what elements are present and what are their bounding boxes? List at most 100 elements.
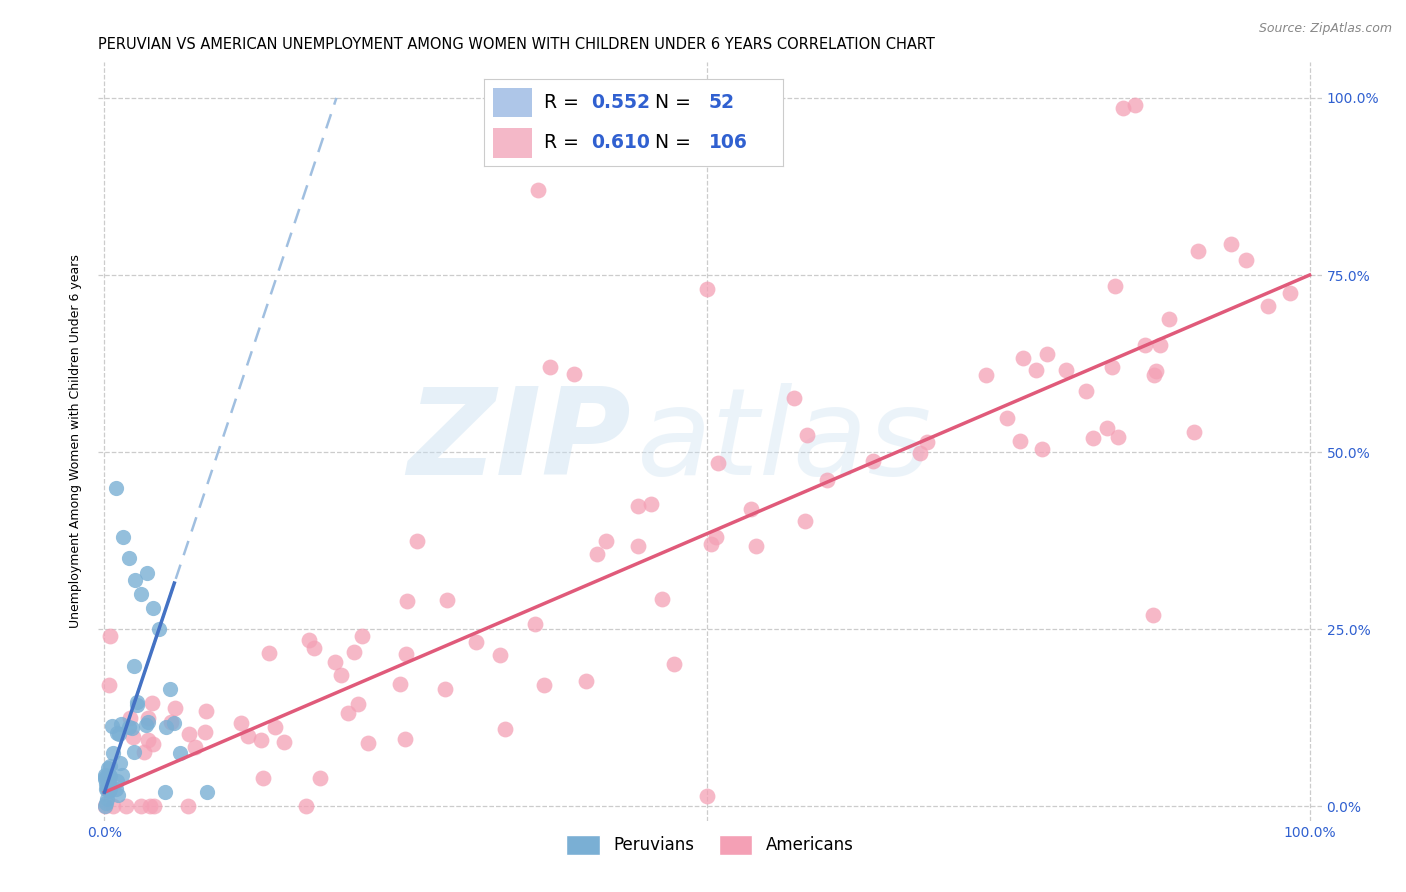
Point: [273, 735, 295, 749]
Point: [134, 745, 156, 759]
Point: [1025, 363, 1047, 377]
Point: [155, 720, 177, 734]
Point: [783, 391, 806, 405]
Point: [707, 456, 730, 470]
Point: [263, 720, 285, 734]
Point: [105, 481, 128, 495]
Point: [659, 147, 682, 161]
Point: [704, 530, 727, 544]
Point: [1031, 442, 1053, 456]
Point: [330, 668, 353, 682]
Point: [1257, 299, 1279, 313]
Point: [252, 771, 274, 785]
Text: Source: ZipAtlas.com: Source: ZipAtlas.com: [1258, 22, 1392, 36]
Point: [995, 410, 1018, 425]
Point: [105, 782, 128, 797]
Point: [111, 768, 134, 782]
Point: [135, 566, 157, 580]
Point: [159, 715, 181, 730]
Point: [388, 676, 411, 690]
Point: [94, 799, 117, 814]
Point: [136, 711, 159, 725]
Point: [308, 771, 330, 785]
Point: [257, 646, 280, 660]
Point: [195, 704, 218, 718]
Point: [136, 733, 159, 747]
Point: [1149, 338, 1171, 352]
Point: [564, 368, 586, 382]
Point: [494, 722, 516, 736]
Point: [184, 739, 207, 754]
Point: [127, 698, 149, 713]
Point: [96, 770, 118, 784]
Point: [323, 655, 346, 669]
Point: [1054, 362, 1077, 376]
Y-axis label: Unemployment Among Women with Children Under 6 years: Unemployment Among Women with Children U…: [69, 254, 83, 629]
Point: [98, 777, 121, 791]
Point: [815, 473, 838, 487]
Point: [159, 681, 181, 696]
Point: [595, 534, 617, 549]
Point: [295, 799, 318, 814]
Point: [93, 771, 115, 785]
Point: [107, 727, 129, 741]
Point: [169, 747, 191, 761]
Point: [98, 781, 121, 796]
Point: [796, 428, 818, 442]
Point: [917, 434, 939, 449]
Point: [489, 648, 512, 662]
Point: [96, 796, 118, 810]
Point: [100, 629, 122, 643]
Point: [97, 772, 120, 787]
Point: [139, 799, 162, 814]
Point: [105, 774, 128, 789]
Point: [105, 726, 128, 740]
Point: [1219, 237, 1241, 252]
Point: [1143, 368, 1166, 383]
Legend: Peruvians, Americans: Peruvians, Americans: [560, 828, 860, 862]
Point: [115, 799, 138, 814]
Point: [1133, 337, 1156, 351]
Point: [696, 789, 718, 803]
Point: [1187, 244, 1209, 258]
Point: [640, 498, 662, 512]
Point: [153, 785, 176, 799]
Point: [533, 678, 555, 692]
Point: [664, 657, 686, 672]
Point: [229, 715, 252, 730]
Point: [120, 711, 142, 725]
Point: [1107, 429, 1129, 443]
Point: [1123, 98, 1146, 112]
Point: [357, 736, 380, 750]
Text: PERUVIAN VS AMERICAN UNEMPLOYMENT AMONG WOMEN WITH CHILDREN UNDER 6 YEARS CORREL: PERUVIAN VS AMERICAN UNEMPLOYMENT AMONG …: [98, 37, 935, 52]
Point: [148, 623, 170, 637]
Point: [1144, 364, 1167, 378]
Point: [103, 746, 125, 760]
Point: [524, 617, 547, 632]
Text: ZIP: ZIP: [406, 383, 630, 500]
Point: [1159, 312, 1181, 326]
Point: [142, 601, 165, 615]
Point: [98, 759, 121, 773]
Point: [744, 540, 766, 554]
Point: [98, 783, 121, 797]
Point: [136, 715, 159, 730]
Point: [700, 537, 723, 551]
Point: [97, 678, 120, 692]
Point: [94, 772, 117, 786]
Point: [163, 701, 186, 715]
Point: [129, 799, 152, 814]
Point: [394, 732, 416, 747]
Point: [122, 730, 145, 744]
Point: [651, 591, 673, 606]
Point: [1095, 421, 1118, 435]
Point: [96, 781, 118, 796]
Point: [1011, 351, 1033, 365]
Point: [575, 674, 598, 689]
Point: [1074, 384, 1097, 398]
Point: [433, 681, 456, 696]
Point: [94, 781, 117, 796]
Point: [538, 360, 561, 375]
Point: [343, 645, 366, 659]
Point: [626, 499, 648, 513]
